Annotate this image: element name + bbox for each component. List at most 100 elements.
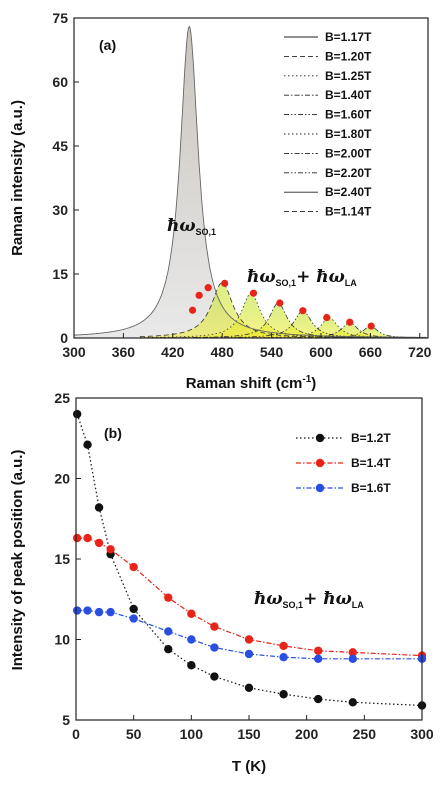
chart-a-so-annotation: ħωSO,1 <box>167 216 216 237</box>
series-1-point-6 <box>187 609 196 618</box>
sum-subscript-2: LA <box>345 278 357 288</box>
chart-b-xlabel: T (K) <box>232 758 266 775</box>
series-2-point-0 <box>72 606 82 615</box>
xtick-label-a-7: 720 <box>408 344 432 360</box>
series-1-point-5 <box>164 593 173 602</box>
marker-a-0 <box>188 306 197 314</box>
chart-a-lines <box>74 25 427 339</box>
legend-a-label-0: B=1.17T <box>325 30 372 44</box>
ytick-label-a-3: 45 <box>52 138 68 154</box>
legend-a-label-4: B=1.60T <box>325 108 372 122</box>
marker-a-1 <box>195 291 203 299</box>
legend-a-label-6: B=2.00T <box>325 146 372 160</box>
legend-a-label-5: B=1.80T <box>325 127 372 141</box>
marker-a-7 <box>323 313 331 322</box>
legend-b-marker-2 <box>315 483 325 493</box>
series-0-point-10 <box>314 694 323 704</box>
ytick-label-a-1: 15 <box>52 266 68 282</box>
chart-b-frame <box>75 397 423 721</box>
chart-b-ylabel: Intensity of peak position (a.u.) <box>9 450 26 671</box>
series-1-point-3 <box>106 545 115 554</box>
series-0-point-11 <box>348 698 357 707</box>
ytick-label-a-5: 75 <box>52 10 68 26</box>
xtick-label-a-1: 360 <box>112 344 136 360</box>
chart-b-sum-annotation: ħωSO,1+ ħωLA <box>254 589 364 610</box>
chart-a-sum-annotation: ħωSO,1+ ħωLA <box>247 267 357 288</box>
phonon-peak-area-2 <box>139 303 427 338</box>
b-sum-symbol-2: + ħω <box>303 589 352 609</box>
series-2-point-2 <box>94 607 104 617</box>
phonon-peak-area-5 <box>139 322 427 338</box>
so-symbol: ħω <box>167 216 196 236</box>
legend-b-label-2: B=1.6T <box>351 481 391 495</box>
main-peak-area <box>74 26 427 338</box>
series-2-point-1 <box>83 606 92 615</box>
legend-a-label-7: B=2.20T <box>325 166 372 180</box>
xtick-label-b-1: 50 <box>126 726 142 742</box>
legend-b-label-1: B=1.4T <box>351 456 391 470</box>
series-1-point-0 <box>72 533 82 543</box>
xtick-label-a-2: 420 <box>161 344 185 360</box>
series-2-point-6 <box>187 635 196 644</box>
series-0-point-8 <box>244 683 254 692</box>
b-sum-subscript-1: SO,1 <box>283 600 304 610</box>
chart-a-ylabel: Raman intensity (a.u.) <box>9 100 26 256</box>
series-2-point-7 <box>210 643 219 652</box>
xtick-label-a-4: 540 <box>260 344 284 360</box>
series-0-point-9 <box>279 690 288 699</box>
chart-b-ticks: 0 50 100 150 200 250 300 5 10 15 20 25 <box>54 390 433 742</box>
xtick-label-b-3: 150 <box>237 726 261 742</box>
series-1-point-8 <box>244 635 254 644</box>
ytick-label-a-2: 30 <box>52 202 68 218</box>
series-0-point-5 <box>164 644 173 654</box>
ytick-label-a-4: 60 <box>52 74 68 90</box>
chart-a-fills <box>74 26 427 338</box>
legend-a-label-3: B=1.40T <box>325 88 372 102</box>
chart-a-legend: B=1.17T B=1.20T B=1.25T B=1.40T B=1.60T B=1.8… <box>284 30 372 219</box>
chart-a-frame <box>73 17 429 339</box>
phonon-peak-line-0 <box>139 282 427 339</box>
series-2-point-3 <box>106 607 115 617</box>
legend-b-label-0: B=1.2T <box>351 431 391 445</box>
xtick-label-b-6: 300 <box>410 726 434 742</box>
legend-a-label-2: B=1.25T <box>325 69 372 83</box>
xlabel-a-sup: -1 <box>302 374 311 385</box>
marker-a-6 <box>299 307 307 315</box>
b-sum-subscript-2: LA <box>352 600 364 610</box>
phonon-peak-area-0 <box>139 282 427 338</box>
series-2-point-9 <box>279 653 288 662</box>
sum-symbol-1: ħω <box>247 267 276 287</box>
sum-subscript-1: SO,1 <box>276 278 297 288</box>
series-1-point-9 <box>279 641 288 651</box>
series-0-point-7 <box>210 672 219 681</box>
series-0-point-4 <box>129 604 138 614</box>
ytick-label-b-4: 25 <box>54 390 70 406</box>
chart-a-panel-label: (a) <box>99 37 116 53</box>
chart-a-ticks: 300 360 420 480 540 600 660 720 0 15 30 45 60 75 <box>52 10 431 360</box>
series-1-point-11 <box>348 648 357 657</box>
marker-a-4 <box>249 289 258 297</box>
ytick-label-a-0: 0 <box>60 330 68 346</box>
chart-a-markers <box>188 279 375 330</box>
series-1-point-1 <box>83 533 92 543</box>
ytick-label-b-3: 20 <box>54 471 70 487</box>
marker-a-3 <box>221 279 229 287</box>
series-2-point-5 <box>164 627 173 636</box>
ytick-label-b-1: 10 <box>54 632 70 648</box>
xtick-label-a-5: 600 <box>309 344 333 360</box>
chart-b-legend: B=1.2T B=1.4T B=1.6T <box>296 431 391 495</box>
xtick-label-a-3: 480 <box>211 344 235 360</box>
series-0-point-2 <box>94 503 104 512</box>
series-1-point-2 <box>94 538 104 548</box>
ytick-label-b-2: 15 <box>54 551 70 567</box>
so-subscript: SO,1 <box>196 227 217 237</box>
xtick-label-b-4: 200 <box>295 726 319 742</box>
series-0-point-6 <box>187 661 196 670</box>
legend-b-marker-1 <box>315 458 325 468</box>
series-2-point-4 <box>129 614 138 623</box>
series-2-point-10 <box>314 654 323 664</box>
chart-b: 0 50 100 150 200 250 300 5 10 15 20 25 (b) ħωSO,1+ … <box>9 390 434 775</box>
xtick-label-b-5: 250 <box>353 726 377 742</box>
